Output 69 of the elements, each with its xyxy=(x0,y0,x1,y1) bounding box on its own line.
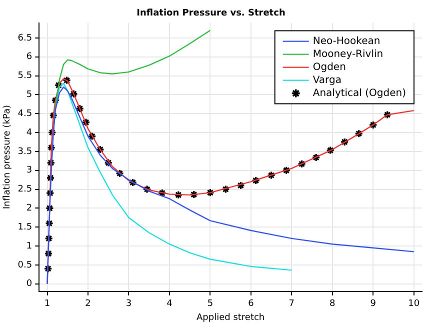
y-tick-label: 5 xyxy=(26,90,32,100)
point xyxy=(368,120,378,130)
y-axis-title: Inflation pressure (kPa) xyxy=(2,105,13,210)
legend-label: Ogden xyxy=(312,62,346,73)
point xyxy=(44,219,54,228)
point xyxy=(76,104,84,113)
x-axis-title: Applied stretch xyxy=(196,312,265,323)
point xyxy=(142,184,152,194)
point xyxy=(252,176,260,185)
x-tick-label: 7 xyxy=(288,299,295,310)
point xyxy=(44,234,54,243)
x-tick-label: 1 xyxy=(44,299,50,310)
x-tick-label: 10 xyxy=(408,299,420,310)
y-tick-label: 6 xyxy=(26,52,32,62)
point xyxy=(44,264,52,273)
y-tick-label: 2 xyxy=(26,204,32,214)
point xyxy=(46,174,55,182)
point xyxy=(96,145,105,154)
y-tick-label: 2.5 xyxy=(18,184,32,195)
point xyxy=(326,146,335,155)
point xyxy=(340,138,349,146)
point xyxy=(174,190,183,200)
legend-label: Neo-Hookean xyxy=(312,36,380,47)
y-tick-label: 3 xyxy=(26,166,32,176)
x-tick-label: 2 xyxy=(85,299,91,310)
point xyxy=(282,166,291,175)
point xyxy=(104,158,113,168)
x-tick-label: 5 xyxy=(207,299,214,310)
point xyxy=(45,204,54,212)
point xyxy=(206,188,214,197)
y-tick-label: 4.5 xyxy=(18,108,32,119)
point xyxy=(236,181,246,190)
legend-label: Mooney-Rivlin xyxy=(312,48,384,60)
legend-label: Varga xyxy=(312,74,342,86)
x-tick-label: 4 xyxy=(166,299,173,310)
point xyxy=(82,118,90,127)
point xyxy=(158,188,166,198)
point xyxy=(47,143,56,152)
y-tick-label: 1.5 xyxy=(18,222,32,232)
y-tick-label: 5.5 xyxy=(18,71,32,82)
y-tick-label: 1 xyxy=(26,241,32,252)
x-tick-label: 3 xyxy=(126,299,132,310)
chart-title: Inflation Pressure vs. Stretch xyxy=(136,8,286,19)
point xyxy=(48,128,56,137)
x-tick-label: 6 xyxy=(248,299,254,310)
point xyxy=(266,170,276,180)
point xyxy=(298,160,306,168)
point xyxy=(221,184,230,194)
point xyxy=(354,129,364,138)
point xyxy=(312,153,320,162)
x-tick-label: 8 xyxy=(330,299,336,310)
point xyxy=(44,249,53,258)
point xyxy=(383,110,392,120)
point xyxy=(115,169,124,178)
legend-label: Analytical (Ogden) xyxy=(312,88,406,99)
point xyxy=(49,111,58,120)
point xyxy=(128,178,138,187)
y-tick-label: 3.5 xyxy=(18,146,32,157)
y-tick-label: 0 xyxy=(26,279,32,290)
y-tick-label: 4 xyxy=(26,128,32,138)
y-tick-label: 6.5 xyxy=(18,33,32,44)
point xyxy=(46,158,56,168)
point xyxy=(69,90,78,98)
point xyxy=(46,188,54,198)
point xyxy=(190,190,198,199)
y-tick-label: 0.5 xyxy=(18,260,32,270)
point xyxy=(88,132,96,141)
point xyxy=(62,76,72,85)
x-tick-label: 9 xyxy=(370,299,376,310)
